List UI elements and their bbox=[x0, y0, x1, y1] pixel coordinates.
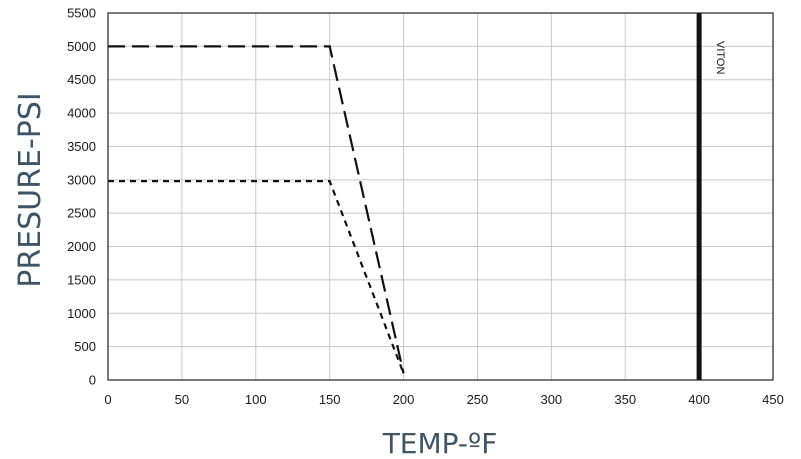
x-tick-label-4: 200 bbox=[393, 392, 415, 407]
y-tick-label-10: 5000 bbox=[67, 39, 96, 54]
y-axis-title: PRESURE-PSI bbox=[13, 92, 48, 288]
x-tick-labels: 0 50 100 150 200 250 300 350 400 450 bbox=[104, 392, 783, 407]
x-axis-title: TEMP-ºF bbox=[382, 427, 498, 459]
vertical-markers: VITON bbox=[696, 13, 726, 380]
x-tick-label-0: 0 bbox=[104, 392, 111, 407]
y-tick-label-11: 5500 bbox=[67, 6, 96, 21]
x-tick-label-7: 350 bbox=[614, 392, 636, 407]
vertical-line-label-0: VITON bbox=[714, 41, 726, 74]
x-tick-label-2: 100 bbox=[245, 392, 267, 407]
y-tick-label-7: 3500 bbox=[67, 139, 96, 154]
grid bbox=[107, 12, 774, 381]
x-tick-label-5: 250 bbox=[467, 392, 489, 407]
y-tick-label-5: 2500 bbox=[67, 206, 96, 221]
x-tick-label-8: 400 bbox=[688, 392, 710, 407]
series-line-0 bbox=[108, 45, 405, 374]
series-line-1 bbox=[108, 180, 405, 374]
x-tick-label-9: 450 bbox=[762, 392, 784, 407]
y-tick-label-8: 4000 bbox=[67, 106, 96, 121]
x-tick-label-6: 300 bbox=[540, 392, 562, 407]
y-tick-label-0: 0 bbox=[89, 373, 96, 388]
y-tick-label-4: 2000 bbox=[67, 239, 96, 254]
y-tick-label-3: 1500 bbox=[67, 272, 96, 287]
plot-frame bbox=[107, 12, 774, 381]
y-tick-label-1: 500 bbox=[74, 339, 96, 354]
y-tick-label-6: 3000 bbox=[67, 172, 96, 187]
y-tick-label-9: 4500 bbox=[67, 72, 96, 87]
x-tick-label-3: 150 bbox=[319, 392, 341, 407]
x-tick-label-1: 50 bbox=[175, 392, 189, 407]
y-tick-label-2: 1000 bbox=[67, 306, 96, 321]
y-tick-labels: 0 500 1000 1500 2000 2500 3000 3500 4000 4500 5000… bbox=[67, 6, 96, 388]
series-group bbox=[108, 45, 405, 374]
